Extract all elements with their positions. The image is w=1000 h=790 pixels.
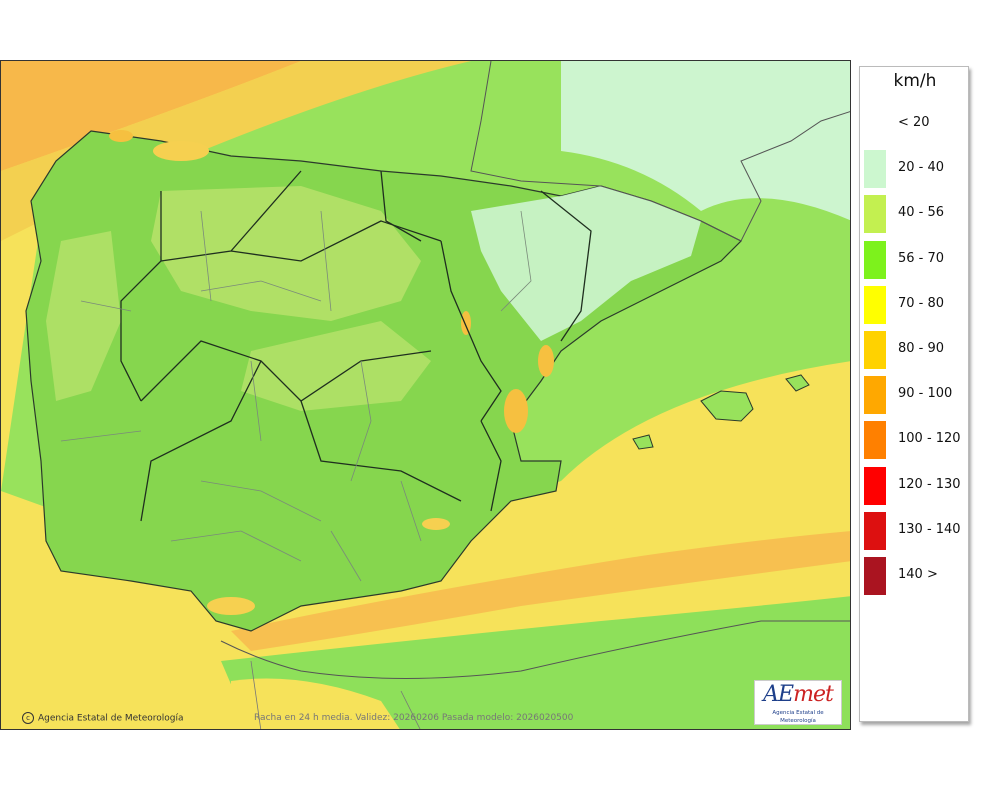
legend-label: 40 - 56: [898, 205, 945, 221]
menorca: [785, 374, 810, 392]
legend-label: 140 >: [898, 567, 938, 582]
france-border: [470, 61, 850, 242]
legend-row: < 20: [864, 103, 968, 143]
hotspot-murcia: [422, 518, 450, 530]
hotspot-valencia: [504, 389, 528, 433]
legend-row: 56 - 70: [864, 239, 968, 279]
mallorca: [700, 390, 754, 422]
legend-label: 100 - 120: [898, 431, 961, 447]
legend-label: 80 - 90: [898, 341, 945, 356]
legend-unit: km/h: [893, 71, 937, 91]
region-borders: [120, 170, 592, 522]
legend-swatch: [864, 376, 886, 415]
legend-row: 80 - 90: [864, 329, 968, 369]
africa-borders: [250, 660, 421, 729]
legend-swatch: [864, 285, 886, 324]
legend-swatch: [864, 511, 886, 550]
legend-swatch: [864, 331, 886, 369]
yellow-band-south: [231, 678, 400, 729]
logo-subtitle: Agencia Estatal de Meteorología: [772, 710, 824, 724]
hotspot-castellon: [538, 345, 554, 377]
aemet-logo: AEmet Agencia Estatal de Meteorología: [754, 680, 842, 725]
legend-row: 70 - 80: [864, 284, 968, 324]
credit-text: Agencia Estatal de Meteorología: [38, 713, 184, 724]
copyright-icon: c: [22, 712, 34, 724]
legend-row: 120 - 130: [864, 465, 968, 505]
legend-label: 120 - 130: [898, 476, 961, 492]
credit-line: c Agencia Estatal de Meteorología: [22, 712, 184, 724]
legend-row: 130 - 140: [864, 510, 968, 550]
legend-swatch: [864, 105, 886, 143]
northern-plateau: [151, 186, 421, 321]
ibiza: [632, 434, 654, 450]
province-borders: [60, 210, 532, 582]
legend-panel: km/h < 20 20 - 40 40 - 56 56 - 70 70 - 80 80 …: [859, 66, 969, 722]
hotspot-galicia: [109, 130, 133, 142]
legend-label: < 20: [898, 115, 930, 130]
legend-swatch: [864, 195, 886, 234]
ebro-pale-area: [471, 186, 701, 341]
legend-label: 20 - 40: [898, 160, 945, 176]
legend-swatch: [864, 150, 886, 189]
logo-wordmark: AEmet: [763, 682, 834, 707]
africa-coast: [220, 620, 850, 679]
legend-label: 130 - 140: [898, 521, 961, 537]
legend-row: 100 - 120: [864, 419, 968, 460]
orange-band-med: [231, 531, 850, 651]
legend-label: 70 - 80: [898, 295, 945, 311]
legend-label: 56 - 70: [898, 250, 945, 266]
legend-row: 40 - 56: [864, 193, 968, 234]
legend-swatch: [864, 557, 886, 595]
legend-row: 20 - 40: [864, 148, 968, 189]
legend-row: 90 - 100: [864, 374, 968, 415]
legend-label: 90 - 100: [898, 386, 953, 402]
legend-row: 140 >: [864, 555, 968, 595]
green-africa: [221, 596, 850, 729]
hotspot-iberico: [461, 311, 471, 335]
hotspot-cantabrian: [153, 141, 209, 161]
pale-area-france: [561, 61, 850, 221]
legend-swatch: [864, 240, 886, 279]
legend-swatch: [864, 466, 886, 505]
wind-gust-map: [0, 60, 851, 730]
map-caption: Racha en 24 h media. Validez: 20260206 P…: [254, 713, 574, 723]
legend-swatch: [864, 421, 886, 460]
map-canvas: [1, 61, 850, 729]
hotspot-strait: [207, 597, 255, 615]
portugal-light: [46, 231, 121, 401]
